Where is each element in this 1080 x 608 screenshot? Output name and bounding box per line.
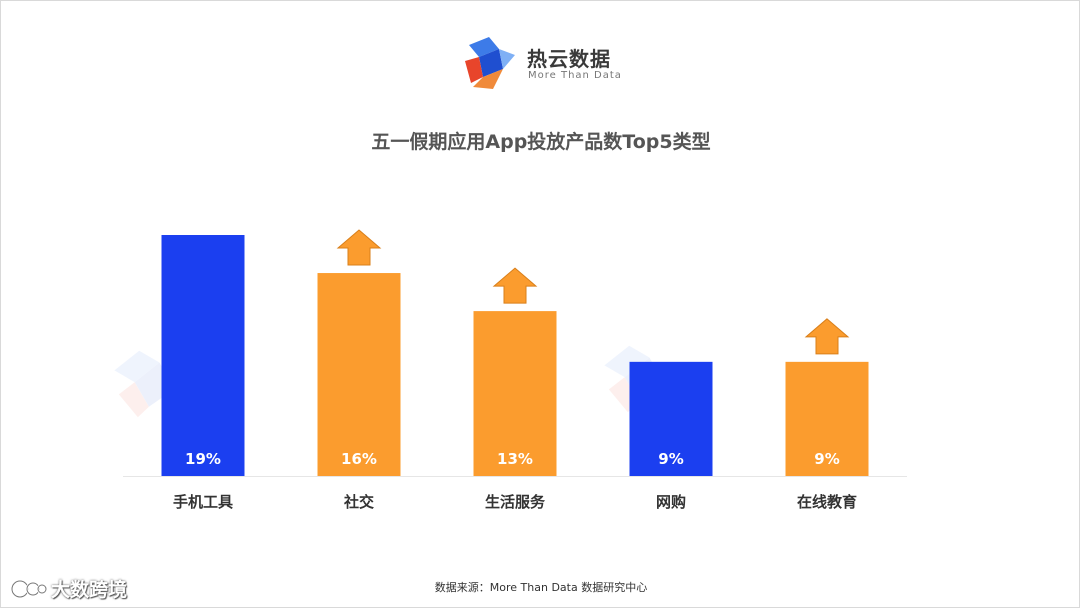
bar-5	[785, 361, 869, 476]
corner-badge-text: 大数跨境	[51, 578, 128, 601]
increase-arrow-icon	[492, 267, 538, 304]
brand-name: 热云数据	[527, 47, 611, 71]
category-label: 手机工具	[173, 493, 233, 511]
bar-value-label: 16%	[341, 450, 377, 468]
increase-arrow-icon	[804, 318, 850, 355]
increase-arrow-icon	[336, 229, 382, 266]
category-label: 生活服务	[485, 493, 546, 511]
bar-value-label: 19%	[185, 450, 221, 468]
bar-3	[473, 311, 557, 476]
brand-logo: 热云数据 More Than Data	[463, 35, 633, 91]
corner-badge: 大数跨境	[11, 575, 127, 601]
category-label: 社交	[343, 493, 374, 511]
brand-logo-icon	[465, 37, 515, 89]
category-label: 网购	[656, 493, 686, 511]
data-source-note: 数据来源：More Than Data 数据研究中心	[434, 581, 648, 594]
bar-chart: 19% 手机工具 16% 社交 13% 生活服务 9% 网购 9% 在线教育	[114, 229, 907, 511]
bar-1	[161, 235, 245, 476]
category-label: 在线教育	[797, 493, 857, 511]
bar-2	[317, 273, 401, 476]
bar-value-label: 9%	[658, 450, 683, 468]
brand-tagline: More Than Data	[528, 70, 622, 81]
camera-face-icon	[11, 579, 47, 599]
bar-value-label: 13%	[497, 450, 533, 468]
bar-value-label: 9%	[814, 450, 839, 468]
chart-title: 五一假期应用App投放产品数Top5类型	[371, 131, 711, 153]
bar-4	[629, 361, 713, 476]
